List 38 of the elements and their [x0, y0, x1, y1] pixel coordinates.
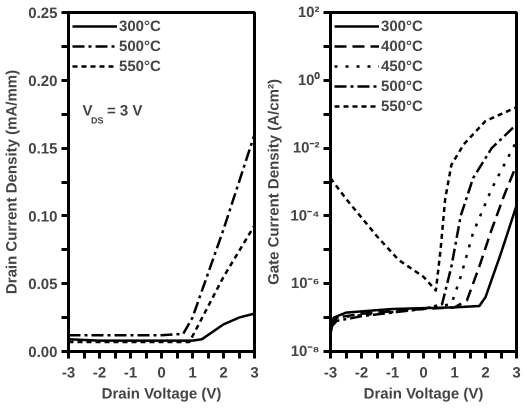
y-tick-label: 0.15 [28, 140, 58, 158]
x-tick-label: -3 [324, 364, 338, 382]
y-tick-label: 0.25 [28, 5, 58, 22]
x-tick-label: 2 [219, 364, 228, 382]
x-tick-label: -3 [62, 364, 76, 382]
x-axis-title: Drain Voltage (V) [364, 386, 484, 402]
x-tick-label: -2 [354, 364, 368, 382]
y-axis-title: Gate Current Density (A/cm²) [265, 79, 282, 285]
x-tick-label: 3 [250, 364, 259, 382]
x-tick-label: 1 [450, 364, 459, 382]
x-tick-label: 3 [512, 364, 521, 382]
y-tick-label: 0.05 [28, 276, 58, 294]
x-tick-label: -1 [386, 364, 400, 382]
y-axis-title: Drain Current Density (mA/mm) [3, 70, 20, 294]
y-tick-label: 10⁻⁸ [290, 343, 320, 360]
legend-label: 400°C [381, 38, 423, 54]
y-tick-label: 0.00 [28, 344, 58, 361]
y-tick-label: 10⁻² [292, 140, 320, 157]
legend-label: 500°C [381, 78, 423, 94]
y-tick-label: 10⁻⁴ [290, 207, 320, 224]
legend-label: 300°C [119, 18, 161, 34]
legend-label: 450°C [381, 58, 423, 74]
x-tick-label: -1 [124, 364, 138, 382]
x-tick-label: 1 [188, 364, 197, 382]
y-tick-label: 10⁻⁶ [290, 275, 320, 292]
legend-label: 550°C [119, 58, 161, 74]
x-tick-label: 0 [419, 364, 428, 382]
x-tick-label: 2 [481, 364, 490, 382]
y-tick-label: 10⁰ [298, 70, 320, 89]
x-tick-label: -2 [92, 364, 106, 382]
x-axis-title: Drain Voltage (V) [102, 386, 222, 402]
legend-label: 550°C [381, 98, 423, 114]
legend-label: 500°C [119, 38, 161, 54]
y-tick-label: 0.20 [28, 72, 58, 90]
x-tick-label: 0 [157, 364, 166, 382]
y-tick-label: 0.10 [28, 208, 58, 226]
y-tick-label: 10² [298, 4, 320, 21]
legend-label: 300°C [381, 18, 423, 34]
